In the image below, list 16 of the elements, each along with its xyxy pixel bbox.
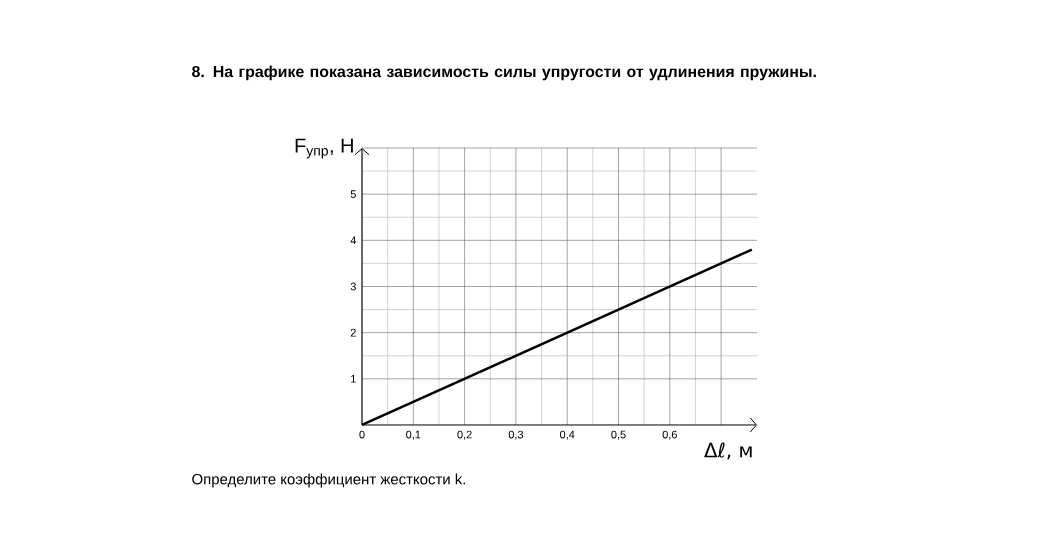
chart-title: 8. На графике показана зависимость силы упругости от удлинения пружины. bbox=[192, 65, 816, 81]
x-tick-label: 0 bbox=[359, 430, 365, 439]
y-tick-label: 3 bbox=[350, 282, 356, 291]
x-tick-label: 0,4 bbox=[560, 430, 575, 440]
y-tick-label: 4 bbox=[350, 236, 357, 245]
x-axis-title: Δℓ, м bbox=[704, 442, 752, 460]
x-tick-label: 0,5 bbox=[611, 430, 626, 440]
y-tick-label: 2 bbox=[350, 328, 356, 337]
y-axis-title: F$_{упр}$, Н bbox=[295, 138, 353, 159]
x-tick-label: 0,1 bbox=[406, 430, 421, 440]
x-tick-label: 0,3 bbox=[508, 430, 524, 440]
x-tick-label: 0,2 bbox=[457, 430, 472, 440]
text: Определите коэффициент жесткости k. bbox=[192, 473, 466, 488]
y-tick-label: 1 bbox=[351, 375, 356, 383]
y-tick-label: 5 bbox=[350, 190, 356, 198]
x-tick-label: 0,6 bbox=[662, 430, 677, 440]
